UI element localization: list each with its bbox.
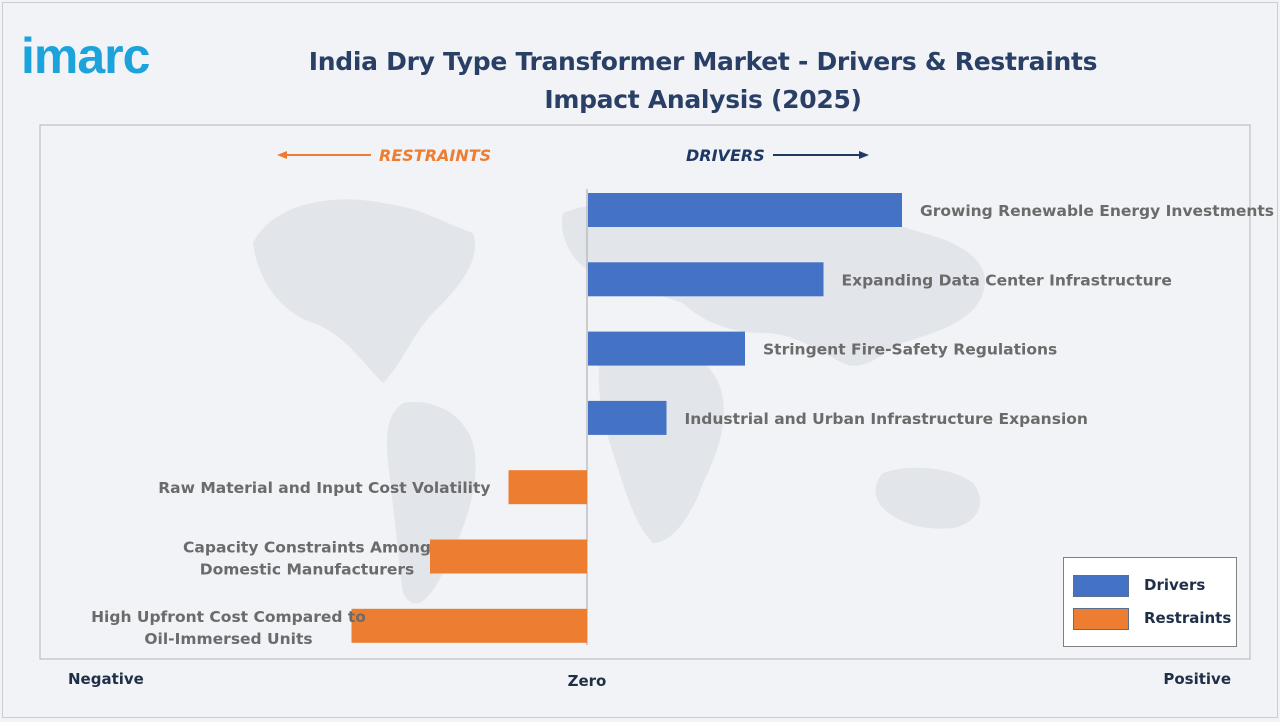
plot-frame — [39, 124, 1251, 660]
chart-legend: Drivers Restraints — [1063, 557, 1237, 647]
bar-label-5: Raw Material and Input Cost Volatility — [158, 479, 490, 497]
bar-label-2: Expanding Data Center Infrastructure — [842, 271, 1172, 289]
bar-restraint-6 — [430, 539, 587, 574]
bar-driver-4 — [588, 400, 667, 435]
bar-label-6: Capacity Constraints Among Domestic Manuf… — [183, 539, 431, 579]
bar-label-1: Growing Renewable Energy Investments — [920, 202, 1274, 220]
bar-driver-3 — [588, 331, 745, 366]
bar-restraint-7 — [351, 608, 587, 643]
legend-label-restraints: Restraints — [1144, 609, 1232, 627]
bar-driver-1 — [588, 193, 902, 227]
bar-restraint-5 — [508, 470, 587, 505]
legend-swatch-restraints — [1073, 608, 1129, 630]
restraints-direction-label: RESTRAINTS — [379, 146, 491, 165]
restraints-indicator: RESTRAINTS — [277, 146, 491, 165]
axis-negative-label: Negative — [68, 670, 144, 688]
legend-label-drivers: Drivers — [1144, 576, 1206, 594]
bars-group: Growing Renewable Energy Investments Expa… — [91, 193, 1274, 648]
imarc-logo: imarc — [21, 28, 151, 83]
chart-title: India Dry Type Transformer Market - Driv… — [308, 47, 1098, 114]
chart-area: RESTRAINTS DRIVERS Growing Renewable Ene… — [39, 124, 1274, 690]
drivers-indicator: DRIVERS — [686, 146, 869, 165]
axis-zero-label: Zero — [568, 672, 607, 690]
imarc-logo-text: imarc — [21, 28, 150, 83]
drivers-direction-label: DRIVERS — [686, 146, 765, 165]
bar-label-3: Stringent Fire-Safety Regulations — [763, 341, 1057, 359]
axis-positive-label: Positive — [1163, 670, 1231, 688]
bar-label-4: Industrial and Urban Infrastructure Expa… — [685, 410, 1088, 428]
bar-label-7: High Upfront Cost Compared to Oil-Immerse… — [91, 608, 366, 648]
legend-swatch-drivers — [1073, 575, 1129, 597]
bar-driver-2 — [588, 262, 824, 297]
